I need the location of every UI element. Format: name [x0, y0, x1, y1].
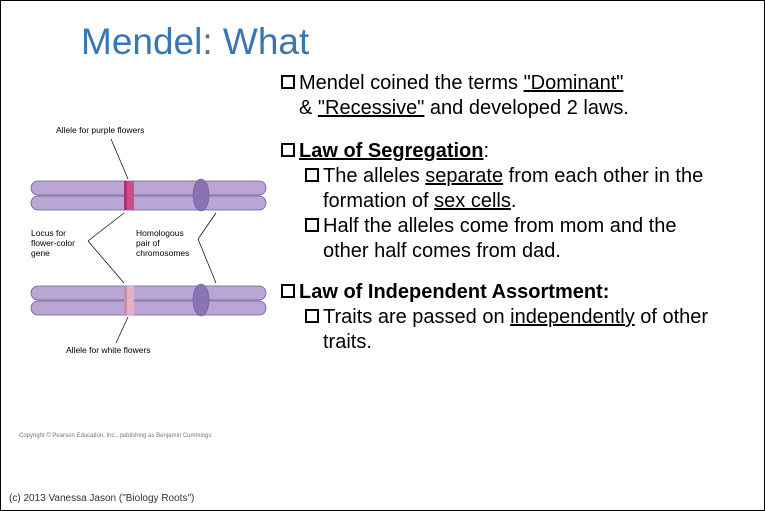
intro-text: Mendel coined the terms "Dominant"	[299, 71, 711, 96]
law2-sub1-u: independently	[510, 306, 635, 328]
content-row: Allele for purple flowers Locus for flow…	[1, 71, 764, 386]
law1-sub1-u2: sex cells	[434, 190, 511, 212]
bullet-icon	[305, 218, 319, 232]
label-hom-2: pair of	[136, 238, 160, 248]
intro-amp: &	[299, 97, 318, 119]
law1-sub2: Half the alleles come from mom and the o…	[281, 214, 711, 264]
law1-sub1-pre: The alleles	[323, 165, 425, 187]
intro-dominant: "Dominant"	[524, 72, 624, 94]
intro-rest: and developed 2 laws.	[424, 97, 629, 119]
intro-block: Mendel coined the terms "Dominant" & "Re…	[281, 71, 711, 121]
intro-recessive: "Recessive"	[318, 97, 424, 119]
law2-sub1-text: Traits are passed on independently of ot…	[323, 305, 711, 355]
bullet-icon	[305, 168, 319, 182]
law2-sub1-pre: Traits are passed on	[323, 306, 510, 328]
label-locus-1: Locus for	[31, 228, 66, 238]
label-locus-3: gene	[31, 248, 50, 258]
bullet-icon	[281, 75, 295, 89]
chromosome-diagram: Allele for purple flowers Locus for flow…	[16, 121, 281, 381]
law1-sub1: The alleles separate from each other in …	[281, 164, 711, 214]
intro-prefix: Mendel coined the terms	[299, 72, 524, 94]
label-locus-2: flower-color	[31, 238, 75, 248]
bullet-icon	[281, 143, 295, 157]
bullet-icon	[305, 309, 319, 323]
label-hom-3: chromosomes	[136, 248, 189, 258]
intro-line2: & "Recessive" and developed 2 laws.	[281, 96, 711, 121]
footer-copyright: (c) 2013 Vanessa Jason ("Biology Roots")	[9, 493, 194, 504]
law-segregation-block: Law of Segregation: The alleles separate…	[281, 139, 711, 264]
label-white: Allele for white flowers	[66, 345, 151, 355]
law-independent-block: Law of Independent Assortment: Traits ar…	[281, 280, 711, 355]
slide-container: { "title": "Mendel: What", "intro": { "l…	[0, 0, 765, 511]
text-column: Mendel coined the terms "Dominant" & "Re…	[281, 71, 736, 386]
law1-sub1-end: .	[511, 190, 517, 212]
law2-sub1: Traits are passed on independently of ot…	[281, 305, 711, 355]
label-purple: Allele for purple flowers	[56, 125, 144, 135]
law2-heading: Law of Independent Assortment:	[299, 280, 711, 305]
diagram-copyright: Copyright © Pearson Education, Inc., pub…	[19, 433, 212, 439]
law1-sub1-u: separate	[425, 165, 503, 187]
law1-sub1-text: The alleles separate from each other in …	[323, 164, 711, 214]
slide-title: Mendel: What	[1, 1, 764, 71]
bullet-icon	[281, 284, 295, 298]
law1-sub2-text: Half the alleles come from mom and the o…	[323, 214, 711, 264]
law1-heading-text: Law of Segregation	[299, 140, 483, 162]
law1-colon: :	[483, 140, 489, 162]
diagram-column: Allele for purple flowers Locus for flow…	[1, 71, 281, 386]
law1-heading: Law of Segregation:	[299, 139, 711, 164]
label-hom-1: Homologous	[136, 228, 184, 238]
